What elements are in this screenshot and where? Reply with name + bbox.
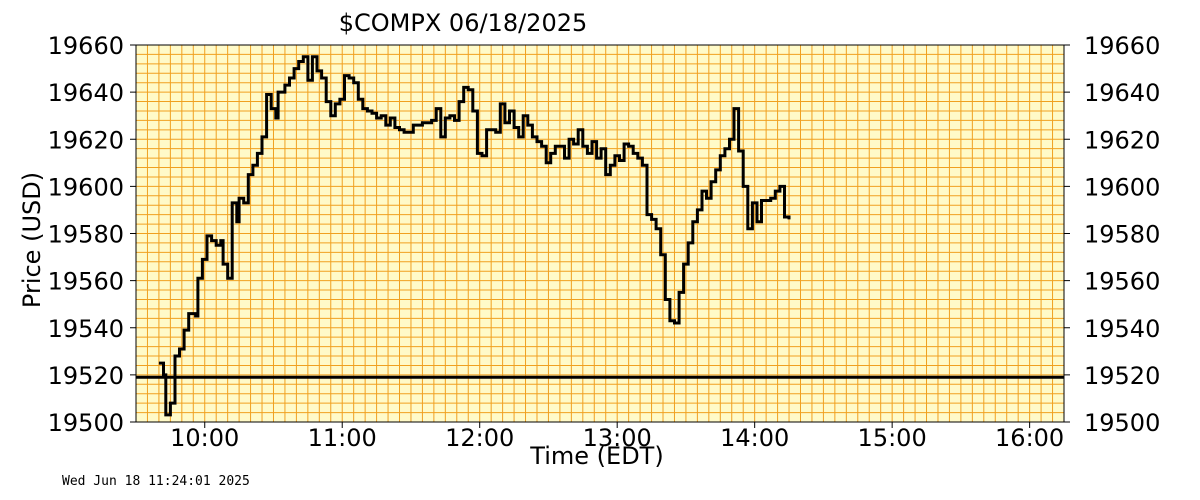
- grid-lines: [136, 45, 1064, 422]
- y-tick-label-right: 19660: [1084, 32, 1160, 60]
- price-series-line: [158, 55, 791, 417]
- y-tick-label-left: 19520: [48, 362, 124, 390]
- y-tick-label-left: 19620: [48, 126, 124, 154]
- x-tick-label: 13:00: [583, 424, 652, 452]
- x-axis-label: Time (EDT): [529, 442, 663, 470]
- y-tick-label-left: 19500: [48, 409, 124, 437]
- x-tick-label: 10:00: [170, 424, 239, 452]
- y-tick-label-right: 19620: [1084, 126, 1160, 154]
- y-tick-label-left: 19540: [48, 315, 124, 343]
- series-group: [158, 55, 791, 417]
- timestamp: Wed Jun 18 11:24:01 2025: [62, 474, 250, 489]
- x-tick-label: 14:00: [720, 424, 789, 452]
- y-tick-label-left: 19580: [48, 221, 124, 249]
- y-tick-label-left: 19560: [48, 268, 124, 296]
- y-tick-label-right: 19580: [1084, 221, 1160, 249]
- x-tick-label: 15:00: [858, 424, 927, 452]
- y-tick-label-left: 19600: [48, 173, 124, 201]
- y-tick-label-right: 19600: [1084, 173, 1160, 201]
- y-tick-label-left: 19660: [48, 32, 124, 60]
- y-tick-label-right: 19540: [1084, 315, 1160, 343]
- y-tick-label-right: 19500: [1084, 409, 1160, 437]
- y-axis-right: 19500 19520 19540 19560 19580 19600 19620 19640…: [1064, 32, 1160, 437]
- y-axis-label: Price (USD): [18, 172, 46, 308]
- x-tick-label: 16:00: [995, 424, 1064, 452]
- y-axis-left: 19500 19520 19540 19560 19580 19600 19620 19640…: [48, 32, 136, 437]
- x-tick-label: 12:00: [445, 424, 514, 452]
- x-axis: 10:00 11:00 12:00 13:00 14:00 15:00 16:00: [170, 422, 1064, 452]
- y-tick-label-right: 19560: [1084, 268, 1160, 296]
- y-tick-label-right: 19640: [1084, 79, 1160, 107]
- y-tick-label-left: 19640: [48, 79, 124, 107]
- y-tick-label-right: 19520: [1084, 362, 1160, 390]
- x-tick-label: 11:00: [308, 424, 377, 452]
- chart-title: $COMPX 06/18/2025: [339, 9, 588, 37]
